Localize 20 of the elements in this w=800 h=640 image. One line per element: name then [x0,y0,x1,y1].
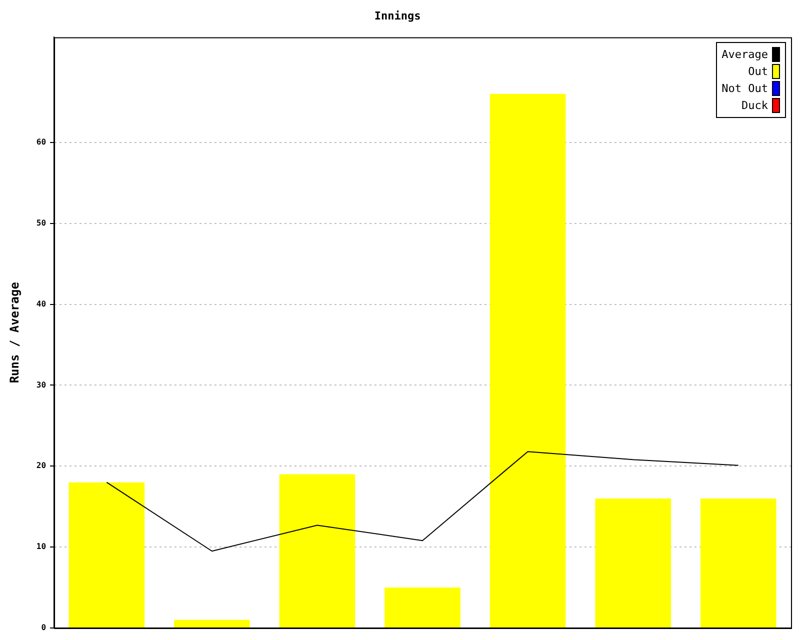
y-tick-label: 0 [41,623,46,632]
legend-label: Duck [742,99,768,112]
y-tick-label: 50 [36,218,46,228]
bar [490,94,566,628]
y-tick-label: 10 [36,542,46,552]
bar [279,474,356,628]
bar [384,588,460,628]
chart-title: Innings [374,9,421,22]
bar [174,620,250,628]
bar [68,482,145,628]
y-tick-label: 20 [36,461,46,470]
bar [700,498,776,628]
y-tick-label: 30 [36,380,46,390]
legend-label: Out [748,65,768,78]
bar [595,498,671,628]
y-tick-label: 40 [36,299,46,308]
legend-label: Not Out [722,82,768,95]
y-axis-title: Runs / Average [7,282,22,384]
legend-label: Average [722,48,768,61]
y-tick-label: 60 [36,137,46,146]
